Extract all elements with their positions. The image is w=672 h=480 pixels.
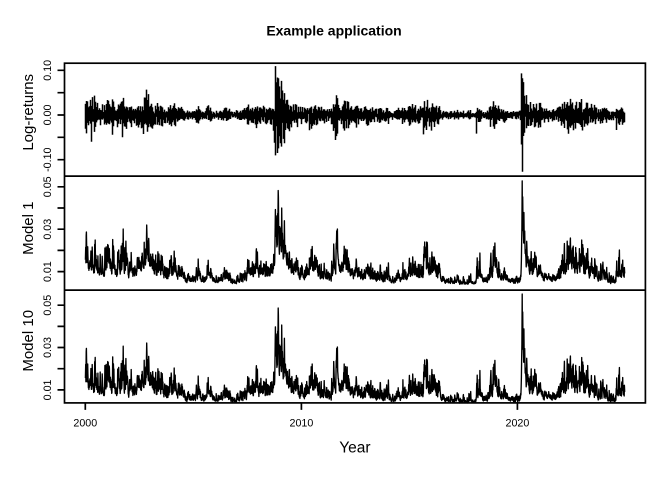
- svg-text:2020: 2020: [506, 418, 530, 430]
- svg-text:Example application: Example application: [266, 23, 401, 39]
- svg-text:0.01: 0.01: [42, 261, 54, 282]
- svg-text:0.00: 0.00: [42, 105, 54, 126]
- svg-text:2010: 2010: [290, 418, 314, 430]
- svg-text:Year: Year: [339, 440, 370, 457]
- svg-text:2000: 2000: [73, 418, 97, 430]
- svg-text:0.10: 0.10: [42, 60, 54, 81]
- svg-text:Model 10: Model 10: [20, 310, 37, 372]
- svg-text:0.01: 0.01: [42, 379, 54, 400]
- svg-text:0.03: 0.03: [42, 337, 54, 358]
- svg-text:Model 1: Model 1: [20, 202, 37, 255]
- svg-text:Log-returns: Log-returns: [20, 74, 37, 151]
- svg-text:0.05: 0.05: [42, 295, 54, 316]
- svg-text:0.03: 0.03: [42, 219, 54, 240]
- svg-text:-0.10: -0.10: [42, 147, 54, 171]
- svg-text:0.05: 0.05: [42, 176, 54, 197]
